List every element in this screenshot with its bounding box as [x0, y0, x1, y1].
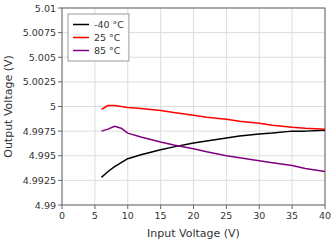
x-grid-line: [259, 8, 260, 205]
legend-swatch: [73, 37, 89, 39]
x-tick-label: 40: [319, 210, 331, 221]
plot-frame: [62, 8, 325, 205]
x-tick: [226, 205, 227, 209]
y-tick: [58, 155, 62, 156]
x-grid-line: [292, 8, 293, 205]
y-tick-label: 4.9975: [23, 126, 56, 137]
legend: -40 °C 25 °C 85 °C: [68, 14, 129, 61]
y-tick-label: 5.0075: [23, 27, 56, 38]
x-tick-label: 15: [155, 210, 167, 221]
y-axis-label: Output Voltage (V): [2, 55, 15, 158]
y-tick: [58, 81, 62, 82]
x-grid-line: [193, 8, 194, 205]
background: [0, 0, 335, 243]
x-tick: [62, 205, 63, 209]
y-tick: [58, 205, 62, 206]
x-tick-label: 30: [253, 210, 265, 221]
x-tick-label: 35: [286, 210, 298, 221]
x-tick: [160, 205, 161, 209]
legend-box: [68, 14, 129, 61]
x-grid-line: [160, 8, 161, 205]
legend-swatch: [73, 50, 89, 52]
x-tick: [292, 205, 293, 209]
x-tick: [325, 205, 326, 209]
x-tick-label: 10: [122, 210, 134, 221]
series-line: [101, 126, 325, 171]
legend-label: -40 °C: [94, 19, 124, 30]
y-tick-label: 4.995: [29, 150, 56, 161]
x-tick: [94, 205, 95, 209]
x-tick-label: 25: [220, 210, 232, 221]
series-lines: [101, 106, 325, 178]
axes: 4.99 4.9925 4.995 4.9975 5 5.0025 5.005 5.0075 5…: [23, 3, 331, 222]
y-tick-label: 4.99: [35, 200, 56, 211]
x-tick: [259, 205, 260, 209]
y-tick: [58, 180, 62, 181]
y-tick: [58, 57, 62, 58]
y-tick: [58, 8, 62, 9]
legend-label: 25 °C: [94, 32, 121, 43]
x-grid-line: [226, 8, 227, 205]
legend-swatch: [73, 24, 89, 26]
legend-label: 85 °C: [94, 45, 121, 56]
x-axis-label: Input Voltage (V): [147, 227, 240, 240]
y-tick: [58, 131, 62, 132]
y-tick: [58, 32, 62, 33]
y-tick-label: 5.005: [29, 52, 56, 63]
x-tick: [193, 205, 194, 209]
x-tick-label: 0: [59, 210, 65, 221]
y-tick-label: 5.01: [35, 3, 56, 14]
y-tick: [58, 106, 62, 107]
y-tick-label: 4.9925: [23, 175, 56, 186]
x-tick-label: 5: [92, 210, 98, 221]
chart: 4.99 4.9925 4.995 4.9975 5 5.0025 5.005 5.0075 5…: [0, 0, 335, 243]
y-tick-label: 5.0025: [23, 76, 56, 87]
series-line: [101, 106, 325, 130]
grid: [62, 8, 325, 205]
y-tick-label: 5: [50, 101, 56, 112]
x-tick: [127, 205, 128, 209]
x-tick-label: 20: [187, 210, 199, 221]
